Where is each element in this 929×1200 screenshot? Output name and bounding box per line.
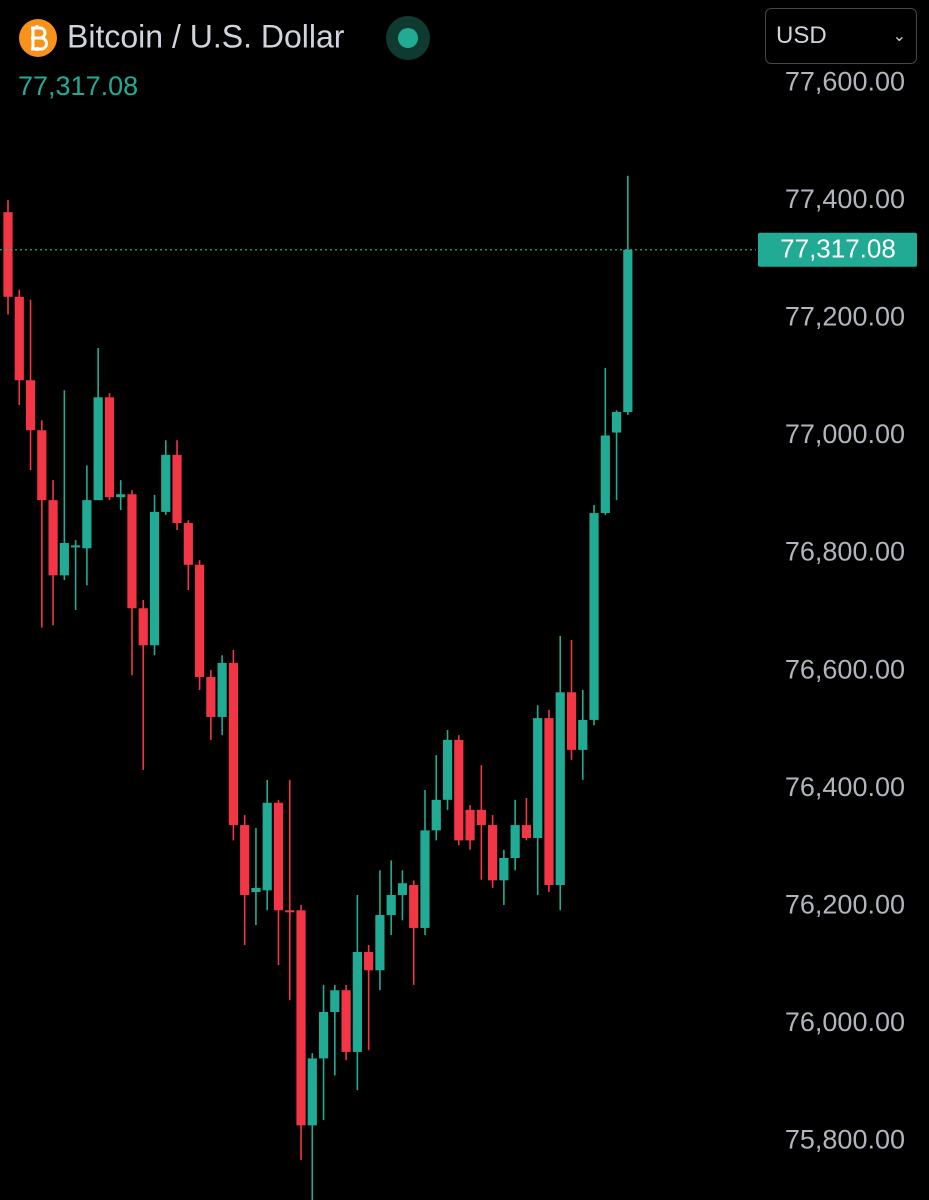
candle-body (240, 825, 250, 896)
last-price-tag (758, 232, 917, 267)
candle-body (161, 454, 171, 512)
candle-body (499, 858, 509, 881)
dropdown-arrow: ⌄ (892, 28, 906, 45)
candle-body (104, 397, 115, 498)
candle-body (318, 1011, 329, 1059)
candle-body (589, 513, 599, 720)
candle-body (442, 739, 453, 800)
candle-body (183, 523, 193, 565)
candle-body (14, 296, 24, 381)
candle-body (521, 825, 532, 839)
candle-body (454, 739, 464, 841)
y-tick-label: 77,400.00 (785, 184, 905, 214)
candle-body (206, 677, 216, 717)
candle-body (37, 430, 47, 501)
last-price-tag-label: 77,317.08 (780, 234, 896, 264)
status-dot (398, 28, 418, 48)
currency-select[interactable]: USD ⌄ (765, 8, 917, 64)
candle-body (285, 910, 295, 913)
candle-body (262, 802, 272, 891)
candle-body (431, 799, 441, 831)
candle-body (228, 662, 238, 826)
candle-body (149, 511, 160, 646)
candle-body (251, 887, 261, 893)
candle-body (82, 500, 92, 549)
candle-body (71, 545, 81, 548)
candle-body (465, 809, 475, 841)
candle-body (48, 500, 58, 576)
candle-body (375, 915, 385, 971)
candle-body (386, 895, 396, 915)
candle-body (544, 718, 554, 886)
candle-body (273, 802, 284, 911)
candle-body (194, 564, 205, 678)
candle-body (578, 719, 588, 750)
candle-body (409, 885, 419, 928)
candle-body (420, 830, 430, 928)
candle-body (566, 692, 577, 750)
candle-body (3, 212, 13, 297)
candle-body (510, 825, 520, 858)
candle-body (59, 543, 69, 576)
y-tick-label: 77,200.00 (785, 302, 905, 332)
candle-body (307, 1058, 317, 1126)
last-price: 77,317.08 (18, 71, 138, 101)
candle-body (93, 397, 103, 501)
candle-body (172, 454, 182, 524)
currency-label: USD (776, 22, 827, 49)
candle-body (600, 435, 610, 514)
candle-body (330, 990, 340, 1012)
candle-body (352, 952, 362, 1052)
chart-title: Bitcoin / U.S. Dollar (67, 18, 345, 54)
candle-body (555, 692, 565, 886)
candle-body (25, 380, 36, 431)
y-tick-label: 76,800.00 (785, 537, 905, 567)
candle-body (476, 809, 486, 826)
candle-body (138, 608, 148, 646)
candle-body (217, 662, 227, 717)
candle-body (296, 910, 306, 1126)
candle-body (127, 494, 137, 609)
candle-body (488, 825, 498, 881)
y-tick-label: 76,600.00 (785, 654, 905, 684)
candle-body (533, 718, 543, 839)
candle-body (364, 952, 374, 971)
candle-body (623, 249, 633, 412)
bitcoin-glyph (31, 25, 48, 51)
candle-body (397, 883, 408, 896)
candle-body (611, 411, 622, 433)
y-tick-label: 76,000.00 (785, 1007, 905, 1037)
candle-body (341, 990, 351, 1052)
y-tick-label: 75,800.00 (785, 1124, 905, 1154)
y-tick-label: 76,400.00 (785, 772, 905, 802)
candle-body (116, 494, 126, 498)
y-tick-label: 77,000.00 (785, 419, 905, 449)
y-tick-label: 77,600.00 (785, 67, 905, 97)
y-tick-label: 76,200.00 (785, 889, 905, 919)
